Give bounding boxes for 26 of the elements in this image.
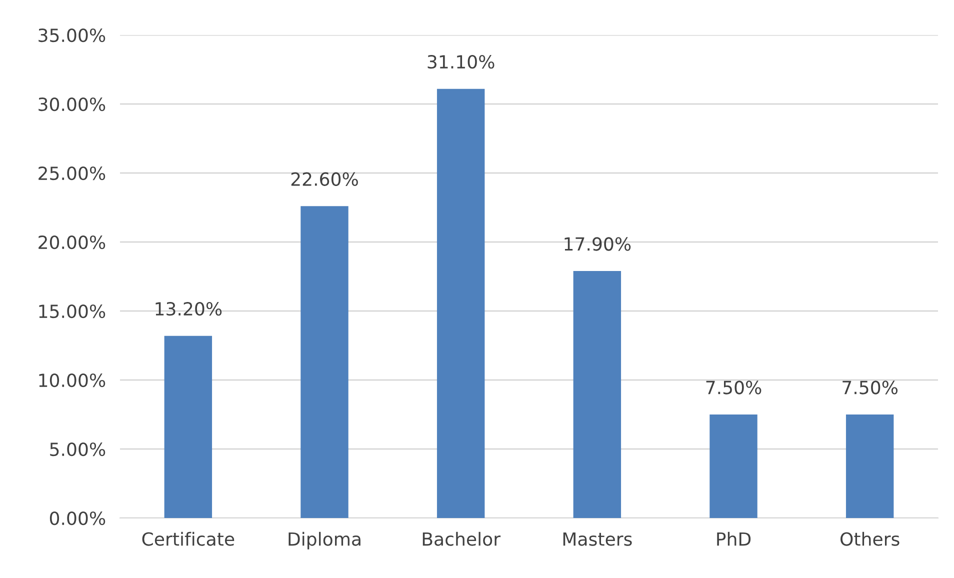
data-label: 7.50% xyxy=(842,380,898,394)
bar xyxy=(300,206,348,518)
x-tick-label: Others xyxy=(840,532,900,546)
y-tick-label: 35.00% xyxy=(38,28,106,42)
y-tick-label: 20.00% xyxy=(38,235,106,250)
bar xyxy=(164,336,212,518)
y-tick-label: 10.00% xyxy=(39,373,106,388)
y-tick-label: 30.00% xyxy=(38,97,106,112)
y-tick-label: 0.00% xyxy=(50,511,106,526)
data-label: 7.50% xyxy=(706,380,762,394)
data-label: 13.20% xyxy=(156,302,222,316)
x-tick-label: Diploma xyxy=(288,532,360,550)
x-tick-label: Masters xyxy=(563,532,632,546)
data-label: 17.90% xyxy=(564,237,631,251)
y-tick-label: 5.00% xyxy=(50,442,106,456)
bar xyxy=(436,88,485,518)
bar xyxy=(573,270,622,518)
x-tick-label: PhD xyxy=(717,532,751,546)
x-tick-label: Bachelor xyxy=(422,532,501,546)
data-label: 31.10% xyxy=(428,55,494,69)
data-label: 22.60% xyxy=(291,172,358,186)
y-tick-label: 25.00% xyxy=(38,166,106,180)
x-tick-label: Certificate xyxy=(142,532,234,546)
bar xyxy=(846,414,894,518)
y-tick-label: 15.00% xyxy=(39,304,106,318)
bar xyxy=(710,414,758,518)
